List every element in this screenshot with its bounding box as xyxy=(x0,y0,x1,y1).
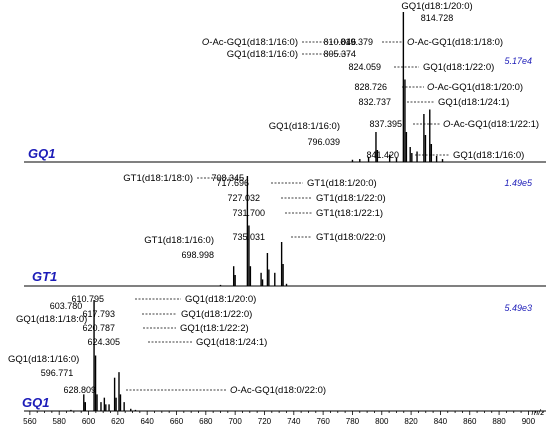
species-label: GQ1(d18:1/16:0) xyxy=(8,354,79,365)
x-tick-label: 640 xyxy=(140,417,154,426)
x-tick-label: 780 xyxy=(346,417,360,426)
peak-mz-label: 824.059 xyxy=(348,62,381,72)
x-tick-label: 580 xyxy=(53,417,67,426)
peak-mz-label: 603.780 xyxy=(50,301,83,311)
species-label: O-Ac-GQ1(d18:1/22:1) xyxy=(443,119,539,130)
x-tick-label: 760 xyxy=(316,417,330,426)
panel-label: GT1 xyxy=(32,269,57,284)
species-label: GT1(d18:1/16:0) xyxy=(144,235,214,246)
species-label: GQ1(d18:1/24:1) xyxy=(196,337,267,348)
peak-mz-label: 731.700 xyxy=(232,208,265,218)
species-label: GQ1(d18:1/16:0) xyxy=(227,49,298,60)
x-tick-label: 820 xyxy=(404,417,418,426)
peak-mz-label: 828.726 xyxy=(354,82,387,92)
species-label: O-Ac-GQ1(d18:0/22:0) xyxy=(230,385,326,396)
panel-intensity: 5.17e4 xyxy=(504,56,532,66)
peak-mz-label: 810.046 xyxy=(323,37,356,47)
species-label: GT1(d18:0/22:0) xyxy=(316,232,386,243)
x-tick-label: 900 xyxy=(522,417,536,426)
species-label: O-Ac-GQ1(d18:1/16:0) xyxy=(202,37,298,48)
peak-mz-label: 819.379 xyxy=(340,37,373,47)
peak-mz-label: 841.420 xyxy=(366,150,399,160)
x-tick-label: 720 xyxy=(258,417,272,426)
species-label: GQ1(d18:1/20:0) xyxy=(401,1,472,12)
x-tick-label: 860 xyxy=(463,417,477,426)
peak-mz-label: 596.771 xyxy=(41,368,74,378)
peak-mz-label: 617.793 xyxy=(82,309,115,319)
peak-mz-label: 628.809 xyxy=(63,385,96,395)
x-tick-label: 680 xyxy=(199,417,213,426)
species-label: GQ1(d18:1/18:0) xyxy=(16,314,87,325)
species-label: GQ1(d18:1/22:0) xyxy=(181,309,252,320)
x-tick-label: 880 xyxy=(492,417,506,426)
species-label: O-Ac-GQ1(d18:1/20:0) xyxy=(427,82,523,93)
panel-label: GQ1 xyxy=(22,395,49,410)
species-label: GT1(d18:1/22:0) xyxy=(316,193,386,204)
species-label: GT1(t18:1/22:1) xyxy=(316,208,383,219)
species-label: GQ1(t18:1/22:2) xyxy=(180,323,249,334)
peak-mz-label: 735.031 xyxy=(232,232,265,242)
peak-mz-label: 698.998 xyxy=(181,250,214,260)
panel-label: GQ1 xyxy=(28,146,55,161)
species-label: O-Ac-GQ1(d18:1/18:0) xyxy=(407,37,503,48)
peak-mz-label: 624.305 xyxy=(87,337,120,347)
x-tick-label: 600 xyxy=(82,417,96,426)
species-label: GQ1(d18:1/22:0) xyxy=(423,62,494,73)
x-tick-label: 800 xyxy=(375,417,389,426)
x-tick-label: 560 xyxy=(23,417,37,426)
peak-mz-label: 832.737 xyxy=(358,97,391,107)
species-label: GQ1(d18:1/16:0) xyxy=(453,150,524,161)
species-label: GQ1(d18:1/24:1) xyxy=(438,97,509,108)
peak-mz-label: 610.795 xyxy=(71,294,104,304)
peak-mz-label: 717.696 xyxy=(216,178,249,188)
species-label: GQ1(d18:1/20:0) xyxy=(185,294,256,305)
peak-mz-label: 805.374 xyxy=(323,49,356,59)
x-tick-label: 740 xyxy=(287,417,301,426)
x-tick-label: 620 xyxy=(111,417,125,426)
species-label: GT1(d18:1/18:0) xyxy=(123,173,193,184)
peak-mz-label: 708.345 xyxy=(211,173,244,183)
x-axis-label: m/z xyxy=(532,408,545,417)
species-label: GT1(d18:1/20:0) xyxy=(307,178,377,189)
x-tick-label: 660 xyxy=(170,417,184,426)
panel-intensity: 5.49e3 xyxy=(504,303,532,313)
peak-mz-label: 796.039 xyxy=(307,137,340,147)
x-tick-label: 840 xyxy=(434,417,448,426)
peak-mz-label: 814.728 xyxy=(421,13,454,23)
peak-mz-label: 727.032 xyxy=(227,193,260,203)
peak-mz-label: 620.787 xyxy=(82,323,115,333)
x-tick-label: 700 xyxy=(228,417,242,426)
peak-mz-label: 837.395 xyxy=(369,119,402,129)
species-label: GQ1(d18:1/16:0) xyxy=(269,121,340,132)
panel-intensity: 1.49e5 xyxy=(504,178,533,188)
